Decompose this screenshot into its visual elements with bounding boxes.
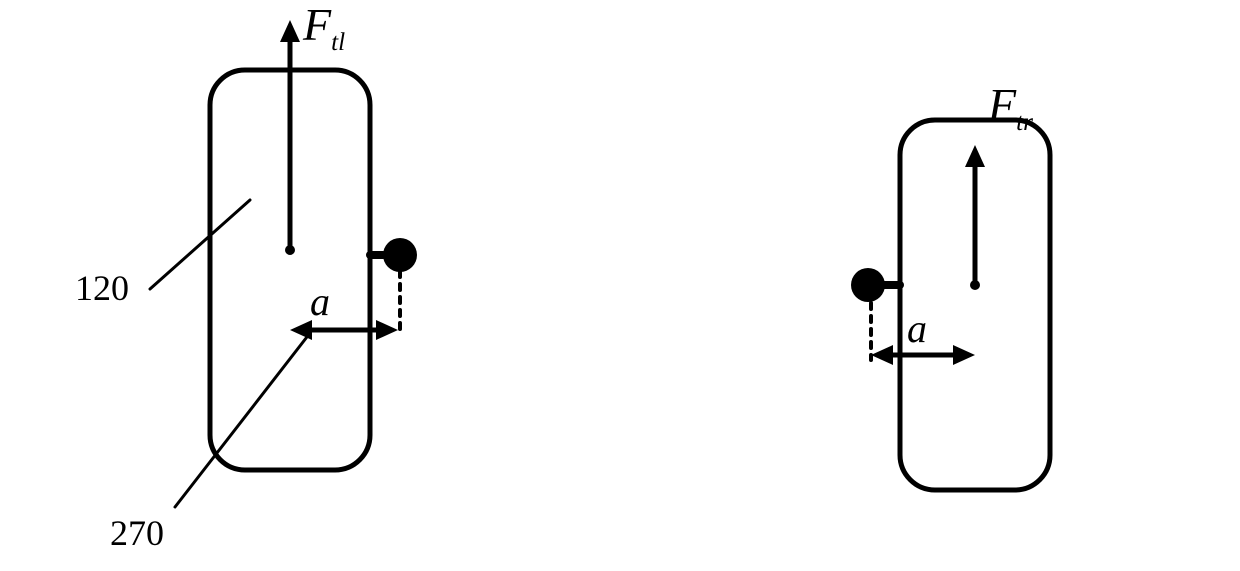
left-wheel-center-dot — [285, 245, 295, 255]
diagram-canvas: Ftl a 120 270 Ftr a — [0, 0, 1240, 571]
right-wheel-knob — [851, 268, 885, 302]
left-wheel-ref-text-0: 120 — [75, 268, 129, 308]
left-wheel-ref-line-1 — [175, 333, 310, 507]
left-wheel-force-label: Ftl — [302, 0, 345, 56]
right-wheel: Ftr a — [851, 79, 1050, 490]
left-wheel-ref-line-0 — [150, 200, 250, 289]
left-wheel-knob — [383, 238, 417, 272]
right-wheel-dim-label: a — [907, 306, 927, 351]
left-wheel-ref-text-1: 270 — [110, 513, 164, 553]
left-wheel: Ftl a 120 270 — [75, 0, 417, 553]
right-wheel-force-label: Ftr — [987, 79, 1033, 136]
right-wheel-center-dot — [970, 280, 980, 290]
left-wheel-dim-label: a — [310, 279, 330, 324]
